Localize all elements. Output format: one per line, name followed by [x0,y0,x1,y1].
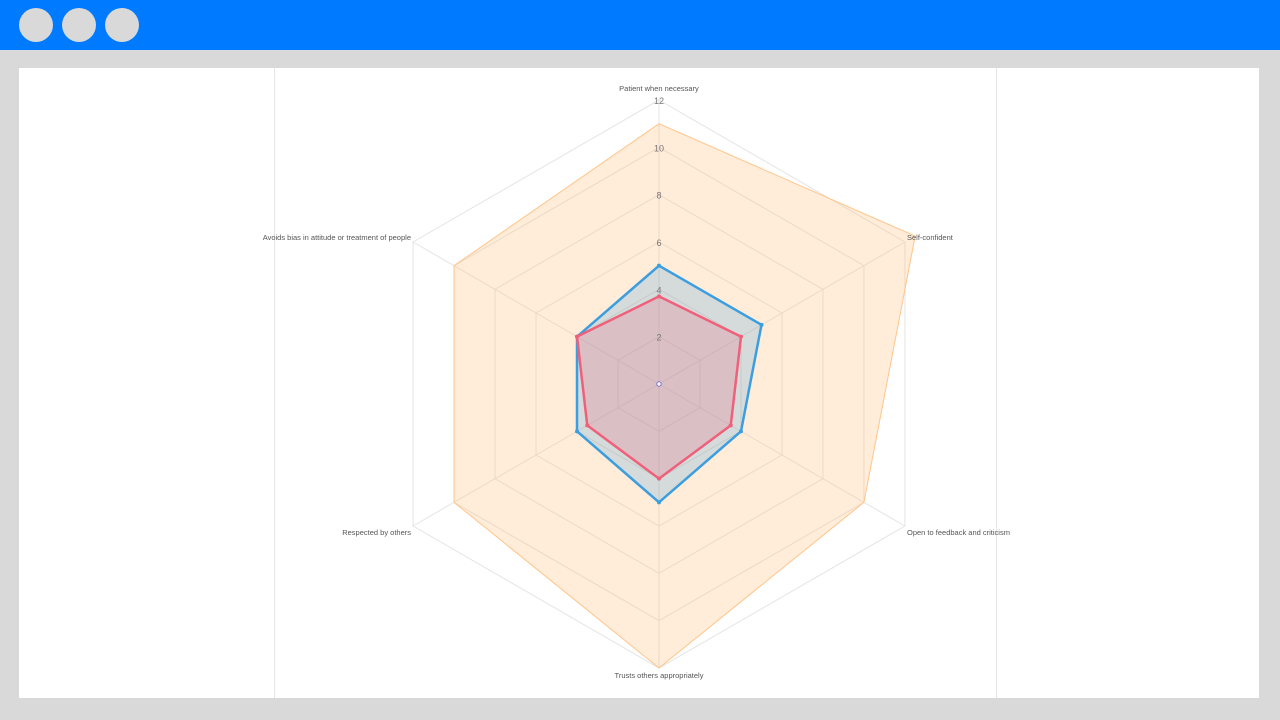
series-area [453,123,916,669]
axis-label: Patient when necessary [619,84,699,93]
axis-label: Respected by others [342,528,411,537]
window-control-button[interactable] [62,8,96,42]
radar-chart: 2 4 6 8 10 12 Patient when necessary Self-confi… [263,84,1010,680]
data-point [759,322,764,327]
data-point [657,294,661,299]
tick-label: 6 [656,238,661,248]
data-point [657,500,661,505]
axis-label: Avoids bias in attitude or treatment of … [263,233,411,242]
data-point [575,334,580,339]
data-point [657,263,661,268]
chart-canvas: 2 4 6 8 10 12 Patient when necessary Self-confi… [19,68,1259,698]
frame-line-right [996,68,997,698]
window-control-button[interactable] [19,8,53,42]
tick-label: 4 [656,285,661,295]
grid-spoke [658,241,906,385]
axis-label: Open to feedback and criticism [907,528,1010,537]
axis-label: Trusts others appropriately [615,671,704,680]
tick-label: 10 [654,143,664,153]
window-control-button[interactable] [105,8,139,42]
data-point [738,429,743,434]
tick-label: 8 [656,191,661,201]
frame-line-left [274,68,275,698]
tick-label: 12 [654,96,664,106]
center-point [656,381,662,387]
data-point [728,423,733,428]
axis-label: Self-confident [907,233,954,242]
tick-label: 2 [656,333,661,343]
data-point [738,334,743,339]
data-point [657,476,661,481]
title-bar [0,0,1280,50]
data-point [585,423,590,428]
data-point [575,429,580,434]
